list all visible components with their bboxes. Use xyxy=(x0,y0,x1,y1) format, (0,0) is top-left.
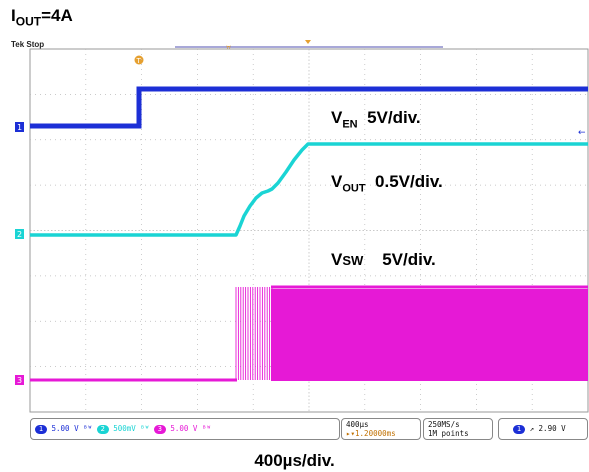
center-marker xyxy=(305,40,311,44)
scope-screen: ¤ T 1 2 3 ← xyxy=(15,40,589,413)
timebase-value: 400µs xyxy=(346,420,369,429)
timebase-panel[interactable]: 400µs ▸▾1.20000ms xyxy=(341,418,421,440)
title-value: =4A xyxy=(41,6,73,25)
ch1-trace xyxy=(30,86,588,129)
ch2-marker xyxy=(15,229,24,239)
vsw-label-main: V xyxy=(331,250,343,269)
bw-limit-icon: ᴮᵂ xyxy=(83,424,93,433)
trigger-level-arrow: ← xyxy=(578,128,586,138)
title-sub: OUT xyxy=(15,14,42,29)
vout-label-main: V xyxy=(331,172,343,191)
trigger-slope-icon: ↗ xyxy=(529,424,535,433)
ch3-badge[interactable]: 3 xyxy=(153,424,166,434)
scope-status: Tek Stop xyxy=(11,40,45,49)
vsw-label: VSW 5V/div. xyxy=(331,250,436,270)
ch2-badge[interactable]: 2 xyxy=(96,424,109,434)
acquisition-panel[interactable]: 250MS/s 1M points xyxy=(423,418,493,440)
vsw-label-sub: SW xyxy=(342,253,364,268)
ch1-marker-label: 1 xyxy=(17,123,22,132)
ch3-scale: 5.00 V xyxy=(170,424,198,433)
bw-limit-icon: ᴮᵂ xyxy=(140,424,150,433)
delay-value: ▸▾1.20000ms xyxy=(346,429,396,438)
ven-label-scale: 5V/div. xyxy=(367,108,421,127)
timescale-caption: 400µs/div. xyxy=(254,451,335,470)
ch2-marker-label: 2 xyxy=(17,230,22,239)
sample-rate: 250MS/s xyxy=(428,420,460,429)
ch3-marker-label: 3 xyxy=(17,376,22,385)
trigger-marker-label: T xyxy=(136,57,142,65)
ch3-switching-block xyxy=(271,289,588,381)
ch2-scale: 500mV xyxy=(113,424,136,433)
trigger-marker xyxy=(134,55,144,65)
trigger-source-badge: 1 xyxy=(513,424,525,434)
title-main: I xyxy=(11,6,16,25)
vout-label: VOUT 0.5V/div. xyxy=(331,172,443,194)
ven-label-sub: EN xyxy=(342,118,358,131)
ch1-marker xyxy=(15,122,24,132)
ch1-waveform xyxy=(30,86,588,129)
ven-label: VEN 5V/div. xyxy=(331,108,421,130)
ch3-trace xyxy=(30,285,588,382)
record-marker: ¤ xyxy=(226,43,231,52)
record-length: 1M points xyxy=(428,429,469,438)
status-bar: 1 5.00 V ᴮᵂ 2 500mV ᴮᵂ 3 5.00 V ᴮᵂ 400µs… xyxy=(30,418,588,442)
vout-label-scale: 0.5V/div. xyxy=(375,172,443,191)
ch3-marker xyxy=(15,375,24,385)
ch2-waveform xyxy=(30,142,588,237)
ch2-trace xyxy=(30,142,588,237)
channel-scales-panel[interactable]: 1 5.00 V ᴮᵂ 2 500mV ᴮᵂ 3 5.00 V ᴮᵂ xyxy=(30,418,340,440)
page-title: IOUT=4A xyxy=(11,6,73,28)
ch1-scale: 5.00 V xyxy=(51,424,79,433)
ven-label-main: V xyxy=(331,108,343,127)
vsw-label-scale: 5V/div. xyxy=(382,250,436,269)
trigger-panel[interactable]: 1 ↗ 2.90 V xyxy=(498,418,588,440)
vout-label-sub: OUT xyxy=(342,182,366,195)
ch1-badge[interactable]: 1 xyxy=(35,424,47,434)
trigger-level: 2.90 V xyxy=(538,424,566,433)
bw-limit-icon: ᴮᵂ xyxy=(201,424,211,433)
